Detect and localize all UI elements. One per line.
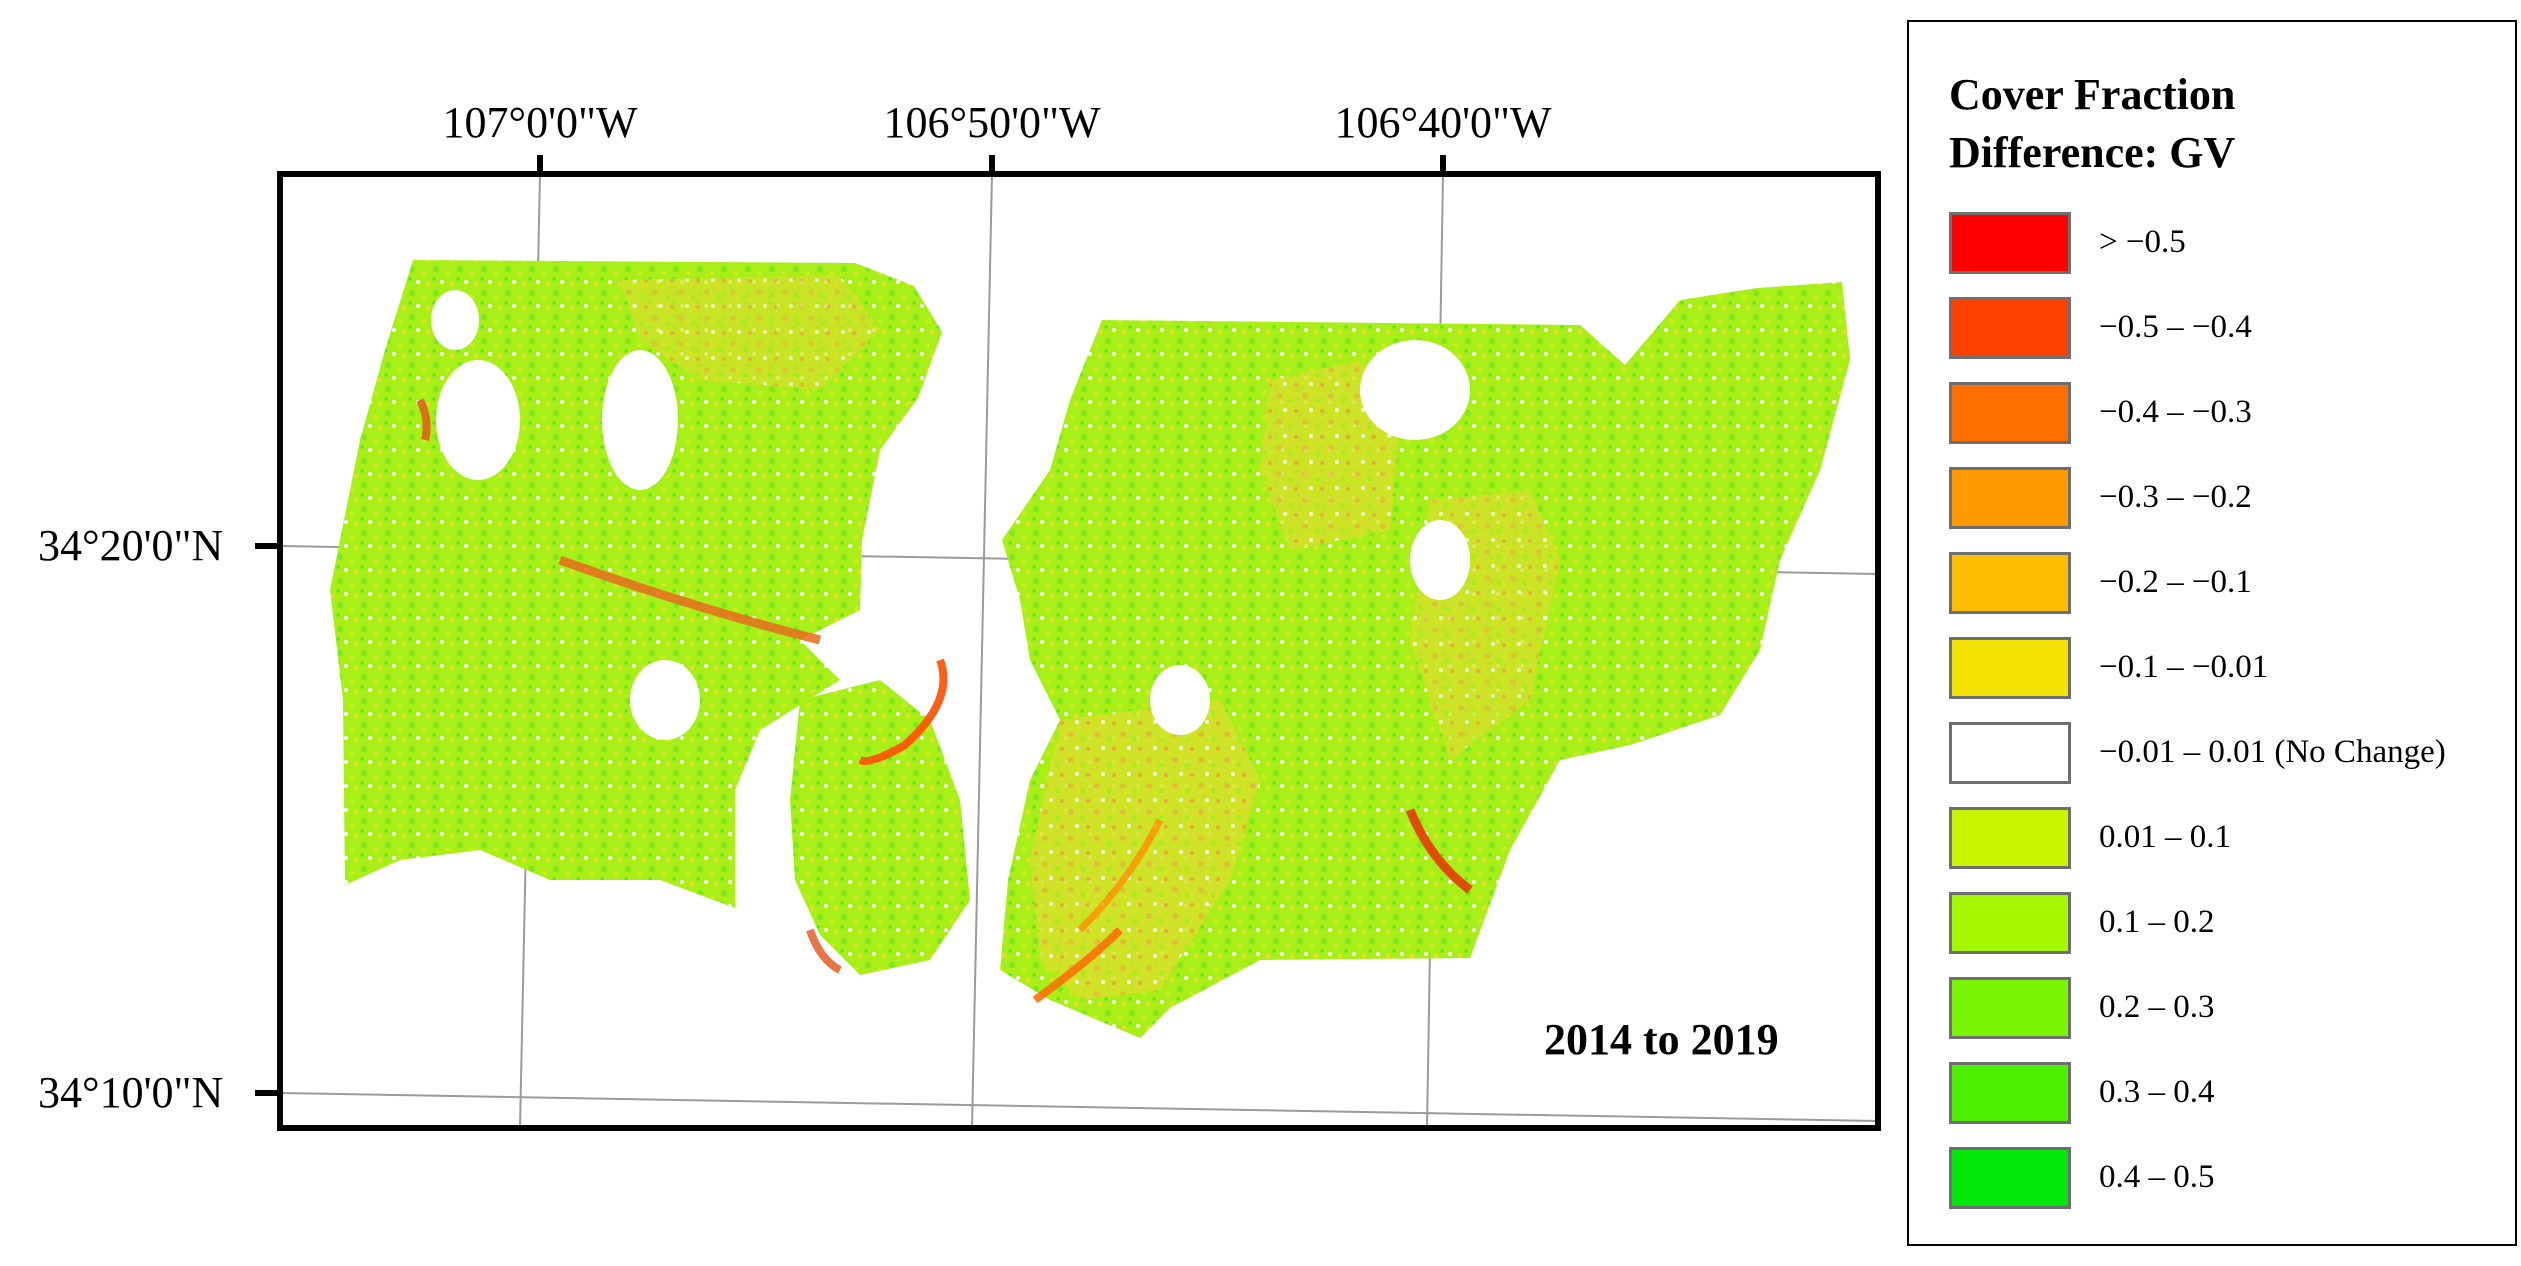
legend-label: 0.1 – 0.2	[2099, 904, 2215, 940]
coordinate-ticks	[255, 155, 1446, 1096]
legend-swatch	[1949, 1147, 2071, 1209]
legend-swatch	[1949, 552, 2071, 614]
legend-swatch	[1949, 807, 2071, 869]
parallel-34-10	[279, 1092, 1879, 1122]
period-label: 2014 to 2019	[1544, 1015, 1779, 1064]
legend-swatch	[1949, 892, 2071, 954]
latitude-label: 34°20'0"N	[38, 521, 224, 570]
negative-change-streak	[1077, 818, 1164, 933]
no-change-patch	[602, 350, 678, 490]
no-change-patch	[436, 360, 520, 480]
longitude-label: 106°40'0"W	[1334, 98, 1552, 147]
longitude-label: 107°0'0"W	[442, 98, 638, 147]
legend-label: −0.2 – −0.1	[2099, 564, 2252, 600]
negative-change-streak	[416, 398, 431, 441]
no-change-patch	[1150, 665, 1210, 735]
legend-swatch	[1949, 297, 2071, 359]
legend-title: Cover Fraction Difference: GV	[1949, 70, 2236, 177]
negative-change-streak	[1405, 808, 1473, 894]
no-change-patch	[1360, 340, 1470, 440]
legend-swatch	[1949, 1062, 2071, 1124]
legend: Cover Fraction Difference: GV > −0.5 −0.…	[1907, 20, 2517, 1246]
negative-change-streak	[858, 658, 948, 765]
latitude-label: 34°10'0"N	[38, 1068, 224, 1117]
negative-change-streak	[806, 928, 842, 974]
negative-change-streak	[558, 555, 822, 645]
legend-label: −0.1 – −0.01	[2099, 649, 2269, 685]
meridian-106-50	[971, 173, 993, 1129]
no-change-patch	[431, 290, 479, 350]
legend-label: 0.01 – 0.1	[2099, 819, 2231, 855]
no-change-patch	[630, 660, 700, 740]
study-area-raster	[330, 260, 1850, 1038]
legend-label: > −0.5	[2099, 224, 2186, 260]
longitude-label: 106°50'0"W	[883, 98, 1101, 147]
raster-south-lobe	[790, 680, 970, 975]
legend-swatch	[1949, 467, 2071, 529]
legend-swatch	[1949, 382, 2071, 444]
negative-change-streak	[1032, 927, 1123, 1004]
legend-label: 0.3 – 0.4	[2099, 1074, 2215, 1110]
legend-label: −0.3 – −0.2	[2099, 479, 2252, 515]
legend-swatch	[1949, 722, 2071, 784]
no-change-patch	[1545, 790, 1635, 870]
legend-label: 0.4 – 0.5	[2099, 1159, 2215, 1195]
legend-label: −0.5 – −0.4	[2099, 309, 2252, 345]
legend-label: −0.4 – −0.3	[2099, 394, 2252, 430]
legend-label: −0.01 – 0.01 (No Change)	[2099, 734, 2446, 770]
legend-label: 0.2 – 0.3	[2099, 989, 2215, 1025]
legend-swatch	[1949, 212, 2071, 274]
legend-swatch	[1949, 637, 2071, 699]
raster-warm-zone-4	[620, 275, 880, 390]
no-change-patch	[1410, 520, 1470, 600]
map-frame	[277, 171, 1881, 1131]
legend-swatch	[1949, 977, 2071, 1039]
